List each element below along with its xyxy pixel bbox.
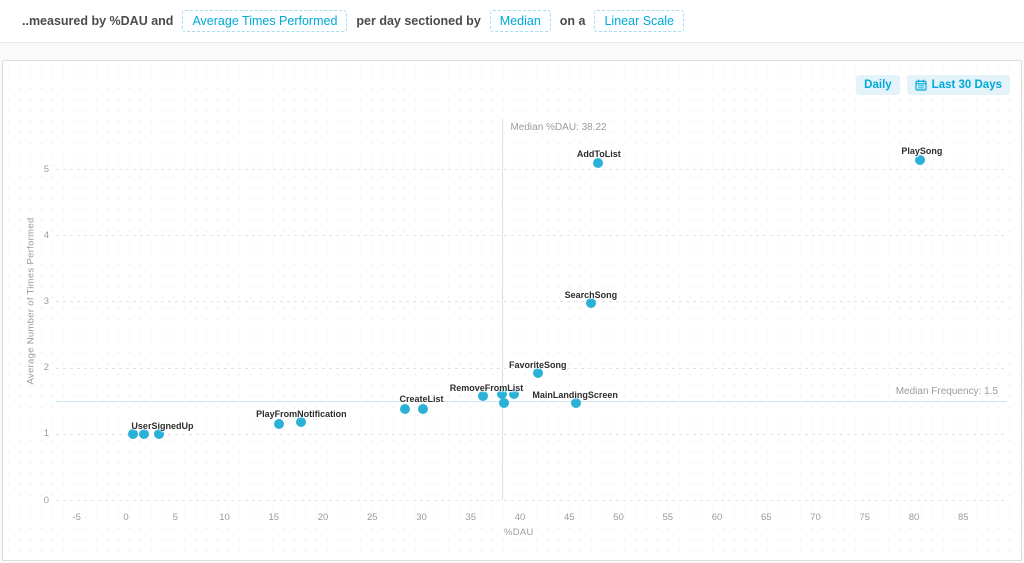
x-tick-label: 55 bbox=[662, 512, 674, 523]
x-tick-label: 15 bbox=[268, 512, 280, 523]
data-point-RemoveFromList[interactable] bbox=[497, 389, 508, 400]
data-point-UserSignedUp[interactable] bbox=[153, 429, 164, 440]
x-tick-label: 50 bbox=[613, 512, 624, 523]
x-tick-label: 25 bbox=[366, 512, 378, 523]
data-point-FavoriteSong[interactable] bbox=[532, 367, 543, 378]
data-point-PlayFromNotification[interactable] bbox=[273, 418, 284, 429]
point-label-AddToList: AddToList bbox=[576, 148, 621, 159]
data-point-CreateList[interactable] bbox=[418, 403, 429, 414]
x-tick-label: 70 bbox=[810, 512, 821, 523]
date-range-button[interactable]: Last 30 Days bbox=[906, 75, 1010, 95]
data-point-UserSignedUp[interactable] bbox=[138, 428, 149, 439]
section-selector[interactable]: Median bbox=[489, 10, 551, 32]
point-label-SearchSong: SearchSong bbox=[564, 289, 618, 300]
point-label-PlayFromNotification: PlayFromNotification bbox=[256, 408, 347, 419]
sectioned-by-text: per day sectioned by bbox=[356, 14, 481, 28]
median-frequency-line bbox=[56, 400, 1007, 402]
y-tick-label: 1 bbox=[43, 428, 49, 440]
chart-panel: Daily Last 30 Days 0 1 2 3 4 5 -5 0 5 10 15 20 25 30 3… bbox=[2, 60, 1022, 561]
y-gridline bbox=[56, 169, 1007, 170]
data-point-CreateList[interactable] bbox=[399, 403, 410, 414]
scatter-chart: 0 1 2 3 4 5 -5 0 5 10 15 20 25 30 35 40 45 50 55 60 65 70 75 80… bbox=[3, 61, 1021, 560]
x-tick-label: 45 bbox=[563, 512, 575, 523]
data-point-RemoveFromList[interactable] bbox=[499, 397, 510, 408]
y-gridline bbox=[56, 433, 1007, 435]
x-tick-label: 80 bbox=[908, 512, 920, 523]
y-tick-label: 3 bbox=[43, 295, 49, 307]
calendar-icon bbox=[915, 79, 927, 91]
median-dau-line bbox=[502, 119, 504, 500]
point-label-RemoveFromList: RemoveFromList bbox=[449, 383, 524, 394]
metric-selector[interactable]: Average Times Performed bbox=[182, 10, 348, 32]
x-tick-label: -5 bbox=[72, 512, 81, 523]
chart-toolbar: Daily Last 30 Days bbox=[856, 75, 1010, 95]
x-tick-label: 60 bbox=[711, 512, 723, 523]
data-point-SearchSong[interactable] bbox=[585, 297, 596, 308]
data-point-UserSignedUp[interactable] bbox=[127, 428, 138, 439]
x-tick-label: 5 bbox=[172, 512, 178, 523]
x-axis-title: %DAU bbox=[504, 527, 534, 538]
y-tick-label: 4 bbox=[43, 229, 49, 241]
point-label-MainLandingScreen: MainLandingScreen bbox=[532, 389, 618, 400]
chart-definition-bar: ..measured by %DAU and Average Times Per… bbox=[0, 0, 1024, 43]
x-tick-label: 0 bbox=[123, 512, 129, 523]
y-gridline bbox=[56, 500, 1007, 501]
interval-button[interactable]: Daily bbox=[856, 75, 900, 95]
data-point-RemoveFromList[interactable] bbox=[477, 391, 488, 402]
x-tick-label: 20 bbox=[317, 512, 329, 523]
y-tick-label: 2 bbox=[43, 362, 49, 374]
x-tick-label: 10 bbox=[219, 512, 230, 523]
data-point-PlaySong[interactable] bbox=[914, 154, 925, 165]
data-point-RemoveFromList[interactable] bbox=[509, 389, 520, 400]
point-label-PlaySong: PlaySong bbox=[901, 146, 943, 157]
x-tick-label: 30 bbox=[416, 512, 427, 523]
x-tick-label: 35 bbox=[465, 512, 477, 523]
point-label-UserSignedUp: UserSignedUp bbox=[131, 420, 194, 431]
x-tick-label: 75 bbox=[859, 512, 871, 523]
x-tick-label: 40 bbox=[514, 512, 526, 523]
date-range-button-label: Last 30 Days bbox=[931, 79, 1002, 91]
y-tick-label: 0 bbox=[43, 494, 49, 506]
y-gridline bbox=[56, 367, 1007, 369]
point-label-FavoriteSong: FavoriteSong bbox=[508, 359, 567, 370]
on-a-text: on a bbox=[559, 14, 586, 28]
x-tick-label: 65 bbox=[760, 512, 772, 523]
point-label-CreateList: CreateList bbox=[399, 393, 444, 404]
median-dau-label: Median %DAU: 38.22 bbox=[510, 122, 607, 133]
data-point-PlayFromNotification[interactable] bbox=[296, 416, 307, 427]
y-axis-title: Average Number of Times Performed bbox=[25, 217, 37, 385]
y-tick-label: 5 bbox=[43, 163, 49, 175]
interval-button-label: Daily bbox=[864, 79, 892, 91]
y-gridline bbox=[56, 235, 1007, 237]
x-tick-label: 85 bbox=[957, 512, 969, 523]
measured-by-text: ..measured by %DAU and bbox=[22, 14, 174, 28]
median-frequency-label: Median Frequency: 1.5 bbox=[895, 386, 998, 398]
data-point-AddToList[interactable] bbox=[592, 158, 603, 169]
scale-selector[interactable]: Linear Scale bbox=[594, 10, 684, 32]
data-point-MainLandingScreen[interactable] bbox=[571, 397, 582, 408]
y-gridline bbox=[56, 301, 1007, 303]
